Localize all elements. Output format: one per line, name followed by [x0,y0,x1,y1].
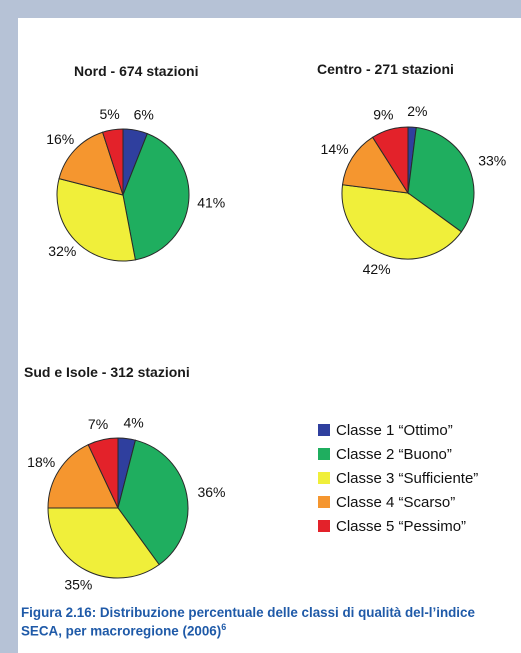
legend-item: Classe 2 “Buono” [318,442,478,466]
pie-slice-label: 4% [123,415,143,431]
chart-title-sud: Sud e Isole - 312 stazioni [24,364,190,380]
pie-slice-label: 42% [363,261,391,277]
legend: Classe 1 “Ottimo” Classe 2 “Buono” Class… [318,418,478,538]
pie-slice [122,132,190,261]
caption-footnote: 6 [221,622,227,632]
legend-label: Classe 3 “Sufficiente” [336,469,479,487]
legend-item: Classe 5 “Pessimo” [318,514,478,538]
legend-label: Classe 2 “Buono” [336,445,452,463]
legend-swatch [318,448,330,460]
legend-swatch [318,472,330,484]
pie-slice [341,136,409,194]
pie-slice-label: 36% [197,484,225,500]
legend-item: Classe 4 “Scarso” [318,490,478,514]
pie-slice [47,507,160,579]
pie-slice [407,126,475,233]
pie-slice [56,177,136,262]
caption-text: Figura 2.16: Distribuzione percentuale d… [21,605,475,639]
pie-slice-label: 41% [197,195,225,211]
legend-label: Classe 4 “Scarso” [336,493,456,511]
legend-label: Classe 1 “Ottimo” [336,421,453,439]
legend-swatch [318,496,330,508]
pie-slice-label: 9% [373,106,393,122]
legend-swatch [318,424,330,436]
chart-title-centro: Centro - 271 stazioni [317,61,454,77]
pie-slice-label: 14% [321,141,349,157]
pie-slice-label: 2% [407,103,427,119]
pie-slice [58,131,124,196]
pie-slice-label: 7% [88,416,108,432]
legend-label: Classe 5 “Pessimo” [336,517,467,535]
pie-slice [87,437,119,509]
chart-title-nord: Nord - 674 stazioni [74,63,199,79]
pie-slice [371,126,409,195]
pie-slice-label: 18% [27,454,55,470]
pie-slice-label: 16% [46,131,74,147]
pie-slice-label: 32% [48,243,76,259]
pie-slice [101,128,124,196]
figure-caption: Figura 2.16: Distribuzione percentuale d… [21,605,516,639]
pie-slice-label: 33% [478,152,506,168]
legend-swatch [318,520,330,532]
legend-item: Classe 1 “Ottimo” [318,418,478,442]
pie-slice [341,184,463,260]
pie-slice [47,443,119,509]
pie-slice-label: 35% [64,577,92,593]
legend-item: Classe 3 “Sufficiente” [318,466,478,490]
pie-slice-label: 6% [134,106,154,122]
pie-slice-label: 5% [99,106,119,122]
pie-slice [117,439,189,566]
